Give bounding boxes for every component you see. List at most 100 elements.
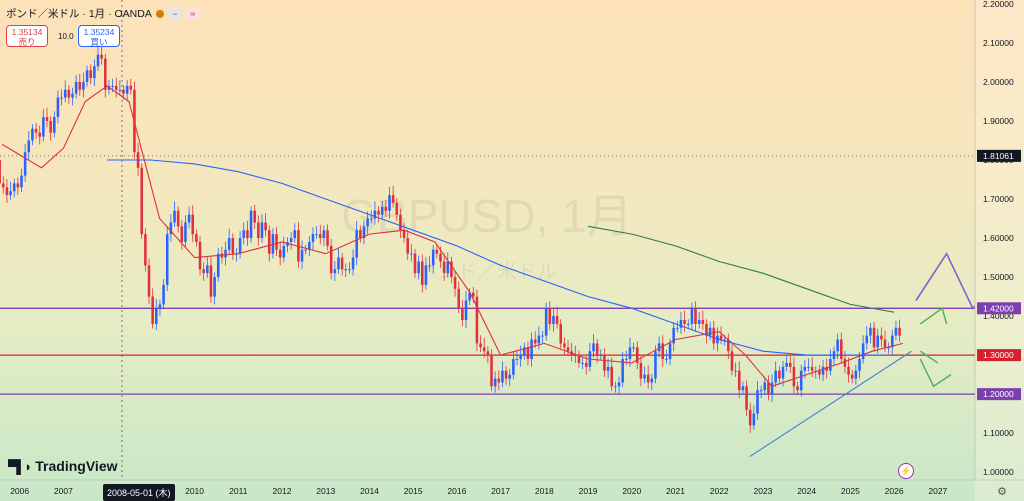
candle-body: [548, 308, 552, 324]
candle-body: [825, 366, 828, 371]
symbol-title[interactable]: ポンド／米ドル · 1月 · OANDA: [6, 8, 152, 20]
candle-body: [417, 261, 420, 274]
candle-body: [439, 253, 442, 262]
candle-body: [577, 355, 581, 363]
candle-body: [661, 343, 665, 360]
logo-text: TradingView: [35, 458, 118, 474]
candle-body: [584, 362, 588, 367]
candle-body: [391, 195, 395, 203]
x-tick-label: 2014: [360, 486, 379, 496]
buy-price: 1.35234: [83, 27, 115, 37]
candle-body: [67, 89, 71, 98]
candle-body: [162, 284, 165, 305]
minus-icon[interactable]: −: [167, 8, 182, 19]
candle-body: [632, 347, 635, 349]
candle-body: [93, 66, 96, 79]
candle-body: [348, 269, 351, 271]
candle-body: [63, 89, 67, 98]
candle-body: [493, 378, 497, 387]
x-tick-label: 2026: [885, 486, 904, 496]
x-tick-label: 2013: [316, 486, 335, 496]
candle-body: [373, 210, 377, 219]
x-tick-label: 2012: [273, 486, 292, 496]
sell-button[interactable]: 1.35134 売り: [6, 25, 48, 47]
candle-body: [337, 257, 340, 270]
candle-body: [187, 214, 191, 223]
candle-body: [344, 269, 348, 271]
level-label-1: 1.30000: [983, 350, 1014, 360]
candle-body: [690, 308, 694, 324]
candle-body: [457, 288, 460, 309]
candle-body: [198, 241, 202, 270]
candle-body: [224, 249, 227, 258]
candle-body: [821, 366, 825, 375]
candle-body: [767, 382, 770, 395]
watermark-name: ポンド／米ドル: [417, 260, 557, 283]
candle-body: [876, 335, 879, 348]
candle-body: [490, 355, 493, 387]
settings-gear-icon[interactable]: ⚙: [997, 486, 1007, 498]
candle-body: [71, 93, 74, 98]
candle-body: [442, 261, 446, 274]
candle-body: [501, 370, 504, 383]
candle-body: [114, 85, 118, 90]
candle-body: [216, 253, 220, 278]
candle-body: [227, 238, 231, 250]
candle-body: [563, 343, 566, 348]
candle-body: [847, 366, 850, 375]
forecast-arrow-0: [919, 307, 948, 325]
lightning-icon[interactable]: ⚡: [898, 463, 914, 479]
candle-body: [508, 374, 512, 379]
candle-body: [300, 249, 304, 262]
candle-body: [38, 132, 41, 137]
candle-body: [606, 366, 610, 371]
candle-body: [745, 386, 748, 410]
candle-body: [694, 308, 697, 324]
candle-body: [759, 390, 763, 392]
candle-body: [566, 347, 570, 352]
candle-body: [672, 327, 675, 344]
tradingview-logo[interactable]: ▀▌◗ TradingView: [8, 458, 118, 474]
candle-body: [614, 386, 617, 388]
candle-body: [264, 222, 267, 231]
candle-body: [118, 89, 122, 91]
y-tick-label: 1.10000: [983, 428, 1014, 438]
candle-body: [730, 351, 734, 371]
candle-body: [592, 343, 595, 352]
candle-body: [399, 214, 402, 231]
candle-body: [737, 370, 741, 391]
candle-body: [355, 230, 358, 258]
level-label-2: 1.20000: [983, 389, 1014, 399]
y-tick-label: 1.70000: [983, 194, 1014, 204]
candle-body: [257, 222, 260, 239]
candle-body: [774, 370, 777, 383]
candle-body: [231, 238, 235, 254]
candle-body: [818, 370, 821, 375]
candle-body: [541, 335, 544, 337]
buy-button[interactable]: 1.35234 買い: [78, 25, 120, 47]
candle-body: [0, 160, 1, 184]
wave-icon[interactable]: ≈: [185, 8, 200, 19]
candle-body: [788, 362, 792, 367]
candle-body: [282, 245, 286, 258]
candle-body: [413, 253, 417, 274]
candle-body: [712, 327, 716, 344]
candle-body: [515, 359, 519, 361]
price-axis-panel: [975, 0, 1024, 501]
candle-body: [523, 347, 526, 356]
candle-body: [60, 97, 63, 99]
x-tick-label: 2007: [54, 486, 73, 496]
candle-body: [359, 230, 362, 239]
candle-body: [125, 85, 129, 94]
candle-body: [140, 167, 144, 235]
candle-body: [778, 370, 781, 379]
sell-price: 1.35134: [11, 27, 43, 37]
candle-body: [89, 70, 92, 79]
candle-body: [552, 316, 555, 324]
y-tick-label: 1.60000: [983, 233, 1014, 243]
level-label-bg-0: [977, 302, 1021, 315]
candle-body: [169, 222, 173, 235]
candle-body: [668, 343, 672, 360]
